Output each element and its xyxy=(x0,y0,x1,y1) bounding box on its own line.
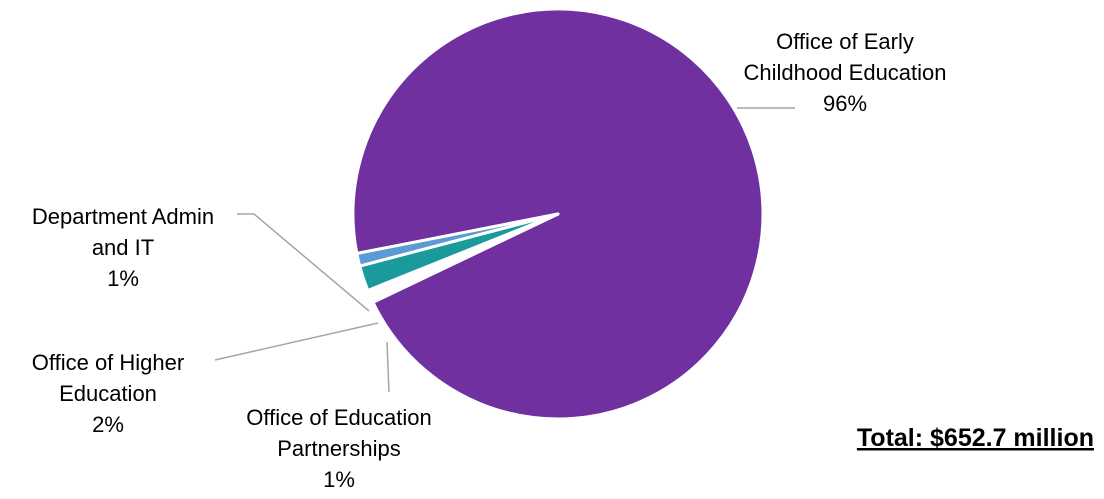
leader-line-1 xyxy=(386,341,390,393)
slice-label-1-line-0: Office of Education xyxy=(246,405,432,430)
slice-label-1-line-1: Partnerships xyxy=(277,436,401,461)
slice-percent-label-0: 96% xyxy=(823,91,867,116)
pie-slice-3 xyxy=(355,212,560,268)
slice-label-2-line-1: Education xyxy=(59,381,157,406)
slice-label-0-line-0: Office of Early xyxy=(776,29,914,54)
slice-label-0-line-1: Childhood Education xyxy=(743,60,946,85)
total-label: Total: $652.7 million xyxy=(857,424,1094,452)
slice-label-3-line-0: Department Admin xyxy=(32,204,214,229)
slice-percent-label-1: 1% xyxy=(323,467,355,492)
slice-label-2-line-0: Office of Higher xyxy=(32,350,184,375)
leader-line-3 xyxy=(237,213,370,312)
slice-label-3-line-1: and IT xyxy=(92,235,154,260)
leader-line-2 xyxy=(214,322,379,361)
slice-percent-label-3: 1% xyxy=(107,266,139,291)
slice-percent-label-2: 2% xyxy=(92,412,124,437)
